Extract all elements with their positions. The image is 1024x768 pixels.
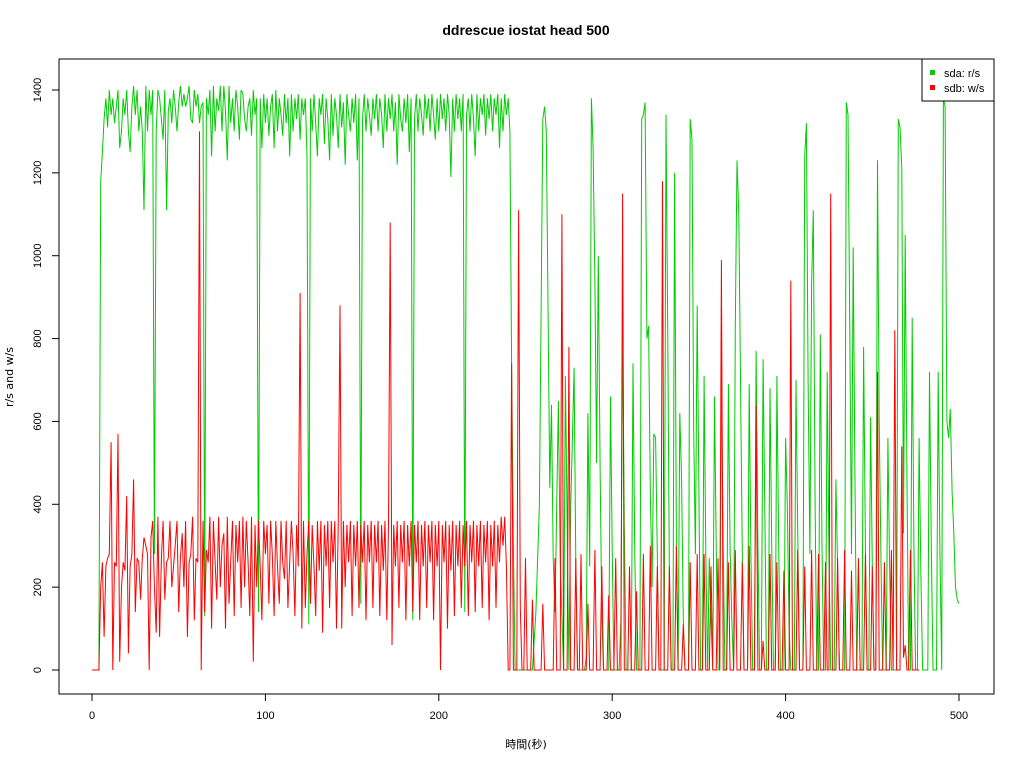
legend-swatch-sda xyxy=(930,70,935,75)
x-tick-label: 100 xyxy=(256,710,274,722)
y-axis-label: r/s and w/s xyxy=(3,347,16,407)
legend-box xyxy=(921,58,995,102)
series-line-0 xyxy=(92,85,960,671)
x-tick-label: 400 xyxy=(776,710,794,722)
x-tick-label: 0 xyxy=(89,710,95,722)
y-tick-label: 1400 xyxy=(32,78,44,102)
series-layer xyxy=(92,85,960,671)
x-axis-label: 時間(秒) xyxy=(505,737,547,751)
x-tick-label: 500 xyxy=(950,710,968,722)
x-tick-label: 300 xyxy=(603,710,621,722)
legend-label-sda: sda: r/s xyxy=(944,68,981,80)
x-tick-label: 200 xyxy=(430,710,448,722)
legend-label-sdb: sdb: w/s xyxy=(944,83,985,95)
series-line-1 xyxy=(92,131,920,671)
y-tick-label: 800 xyxy=(32,329,44,347)
y-tick-label: 1200 xyxy=(32,161,44,185)
y-tick-label: 0 xyxy=(32,667,44,673)
legend: sda: r/s sdb: w/s xyxy=(921,58,995,102)
legend-swatch-sdb xyxy=(930,85,935,90)
chart-title: ddrescue iostat head 500 xyxy=(442,22,610,38)
y-tick-label: 1000 xyxy=(32,243,44,267)
x-axis: 0 100 200 300 400 500 xyxy=(89,693,968,722)
y-axis: 0 200 400 600 800 1000 1200 1400 xyxy=(32,78,60,673)
y-tick-label: 600 xyxy=(32,412,44,430)
y-tick-label: 400 xyxy=(32,495,44,513)
y-tick-label: 200 xyxy=(32,578,44,596)
